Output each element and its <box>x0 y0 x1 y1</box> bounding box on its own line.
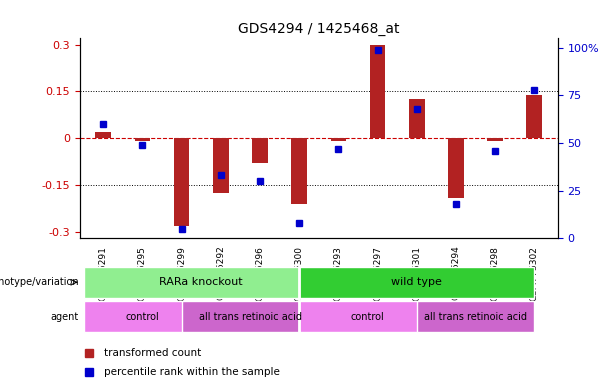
Text: genotype/variation: genotype/variation <box>0 277 79 287</box>
Bar <box>448 138 464 197</box>
FancyBboxPatch shape <box>83 301 201 332</box>
Bar <box>173 138 189 226</box>
Bar <box>330 138 346 141</box>
Bar <box>487 138 503 141</box>
Text: all trans retinoic acid: all trans retinoic acid <box>199 312 302 322</box>
Text: agent: agent <box>51 312 79 322</box>
Text: control: control <box>126 312 159 322</box>
Bar <box>96 132 111 138</box>
Bar <box>213 138 229 193</box>
Text: transformed count: transformed count <box>104 348 201 358</box>
FancyBboxPatch shape <box>83 266 319 298</box>
FancyBboxPatch shape <box>181 301 319 332</box>
FancyBboxPatch shape <box>299 301 436 332</box>
Bar <box>252 138 268 163</box>
Text: wild type: wild type <box>391 277 442 287</box>
FancyBboxPatch shape <box>417 301 535 332</box>
Bar <box>291 138 307 204</box>
Title: GDS4294 / 1425468_at: GDS4294 / 1425468_at <box>238 22 400 36</box>
Text: percentile rank within the sample: percentile rank within the sample <box>104 367 280 377</box>
Bar <box>135 138 150 141</box>
FancyBboxPatch shape <box>299 266 535 298</box>
Text: RARa knockout: RARa knockout <box>159 277 243 287</box>
Bar <box>409 99 425 138</box>
Text: all trans retinoic acid: all trans retinoic acid <box>424 312 527 322</box>
Bar <box>370 45 386 138</box>
Bar <box>527 94 542 138</box>
Text: control: control <box>351 312 384 322</box>
